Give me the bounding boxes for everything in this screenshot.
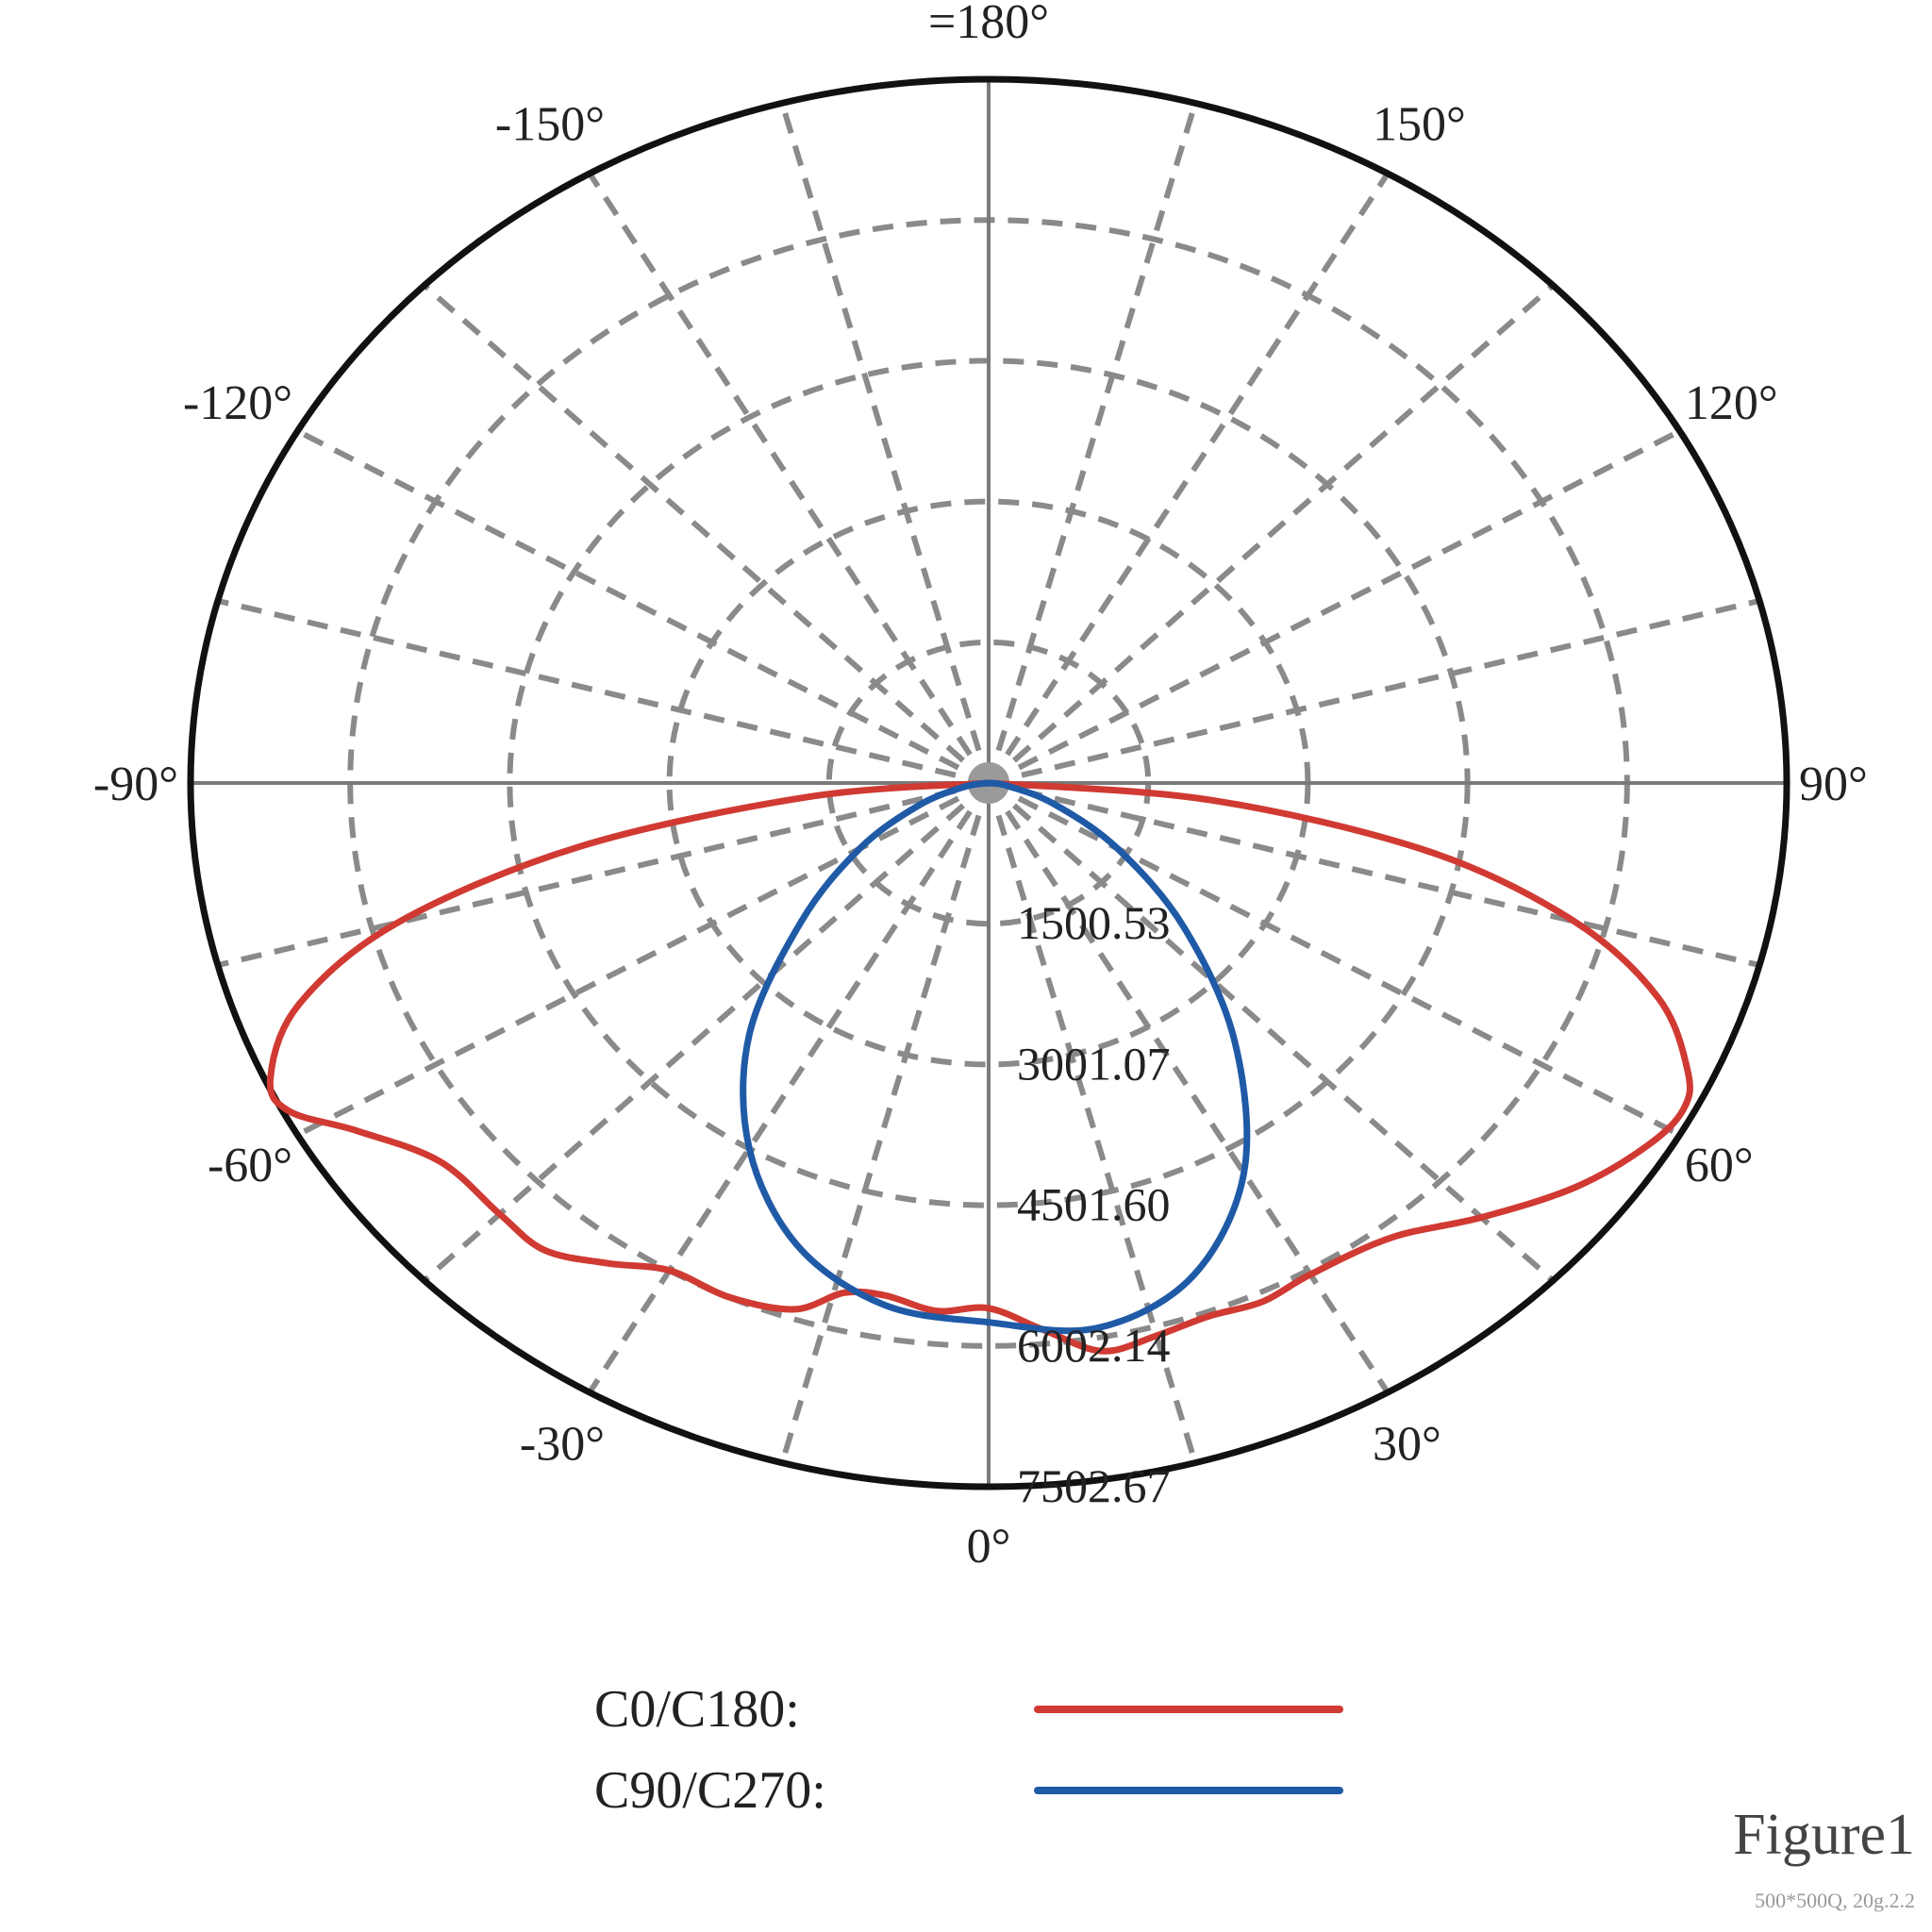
radial-tick-labels: 1500.53 3001.07 4501.60 6002.14 7502.67 [1017,896,1171,1512]
angle-label-m30: -30° [520,1418,605,1472]
angle-label-120: 120° [1685,376,1778,430]
angle-label-m150: -150° [495,97,605,151]
legend: C0/C180: C90/C270: [594,1680,1343,1820]
grid-spoke-135 [987,283,1556,786]
grid-spoke-m105 [217,598,990,786]
grid-spoke-m135 [422,283,991,786]
angle-labels: 0° 30° 60° 90° 120° 150° =180° -150° -120° -90° -6… [93,0,1868,1574]
grid-spoke-m120 [295,428,991,786]
angle-label-180: =180° [928,0,1049,49]
grid-spoke-150 [986,172,1391,785]
polar-grid [187,75,1790,1491]
angle-label-60: 60° [1685,1139,1754,1192]
outer-boundary [187,75,1790,1491]
radial-tick-label-4: 6002.14 [1017,1319,1171,1372]
angle-label-30: 30° [1373,1418,1441,1472]
angle-label-90: 90° [1799,758,1868,811]
grid-spoke-m165 [779,102,991,784]
radial-tick-label-3: 4501.60 [1017,1178,1171,1231]
figure-title: Figure1 [1733,1803,1915,1867]
grid-spoke-m15 [779,782,991,1464]
angle-label-m120: -120° [183,376,292,430]
series-line-c0-c180 [266,779,1693,1355]
grid-spoke-165 [986,102,1198,784]
grid-spoke-m150 [587,172,991,785]
grid-spoke-m30 [587,781,991,1394]
radial-tick-label-2: 3001.07 [1017,1037,1171,1090]
grid-spoke-15 [986,782,1198,1464]
radial-tick-label-1: 1500.53 [1017,896,1171,949]
grid-spoke-m75 [217,780,990,968]
grid-spoke-60 [987,780,1682,1138]
grid-spoke-m60 [295,780,991,1138]
angle-label-m90: -90° [93,758,178,811]
grid-spoke-m45 [422,780,991,1283]
legend-label-c90-c270: C90/C270: [594,1761,826,1820]
angle-label-150: 150° [1373,97,1466,151]
grid-spoke-45 [987,780,1556,1283]
angle-label-0: 0° [967,1520,1011,1574]
radial-tick-label-5: 7502.67 [1017,1459,1171,1512]
legend-label-c0-c180: C0/C180: [594,1680,800,1739]
series-layer [266,779,1693,1355]
grid-spoke-75 [988,780,1760,968]
grid-spoke-105 [988,598,1760,786]
figure-subtitle: 500*500Q, 20g.2.2 [1755,1889,1915,1912]
grid-spoke-120 [987,428,1682,786]
series-line-c90-c270 [740,779,1251,1335]
angle-label-m60: -60° [208,1139,292,1192]
grid-spoke-30 [986,781,1391,1394]
